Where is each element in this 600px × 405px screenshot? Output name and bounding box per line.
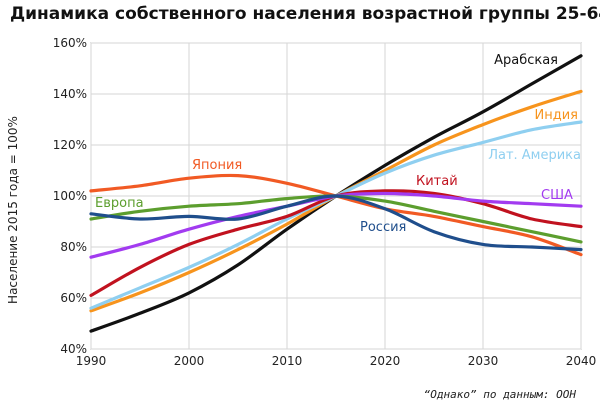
x-tick-label: 2010: [272, 354, 303, 368]
x-tick-label: 2030: [468, 354, 499, 368]
x-tick-label: 2040: [566, 354, 597, 368]
y-tick-label: 140%: [53, 87, 87, 101]
plot-area: 40% 60% 80% 100% 120% 140% 160% 1990 2000 2010 202…: [53, 36, 597, 368]
series-label-5: США: [541, 188, 573, 203]
series-label-4: Китай: [416, 174, 458, 189]
y-tick-label: 60%: [60, 291, 87, 305]
source-note: “Однако” по данным: ООН: [424, 388, 577, 401]
y-tick-label: 40%: [60, 342, 87, 356]
series-label-6: Европа: [95, 196, 144, 211]
series-label-1: Индия: [535, 108, 578, 123]
series-label-2: Лат. Америка: [488, 148, 581, 163]
y-tick-label: 160%: [53, 36, 87, 50]
chart-title: Динамика собственного населения возрастн…: [10, 4, 600, 24]
y-tick-label: 100%: [53, 189, 87, 203]
series-label-3: Япония: [192, 158, 242, 173]
y-tick-label: 80%: [60, 240, 87, 254]
x-tick-label: 1990: [76, 354, 107, 368]
x-tick-label: 2020: [370, 354, 401, 368]
x-tick-label: 2000: [174, 354, 205, 368]
y-tick-label: 120%: [53, 138, 87, 152]
y-axis-label: Население 2015 года = 100%: [6, 116, 20, 304]
series-label-7: Россия: [360, 220, 406, 235]
series-line-7: [89, 194, 583, 252]
series-label-0: Арабская: [494, 53, 558, 68]
